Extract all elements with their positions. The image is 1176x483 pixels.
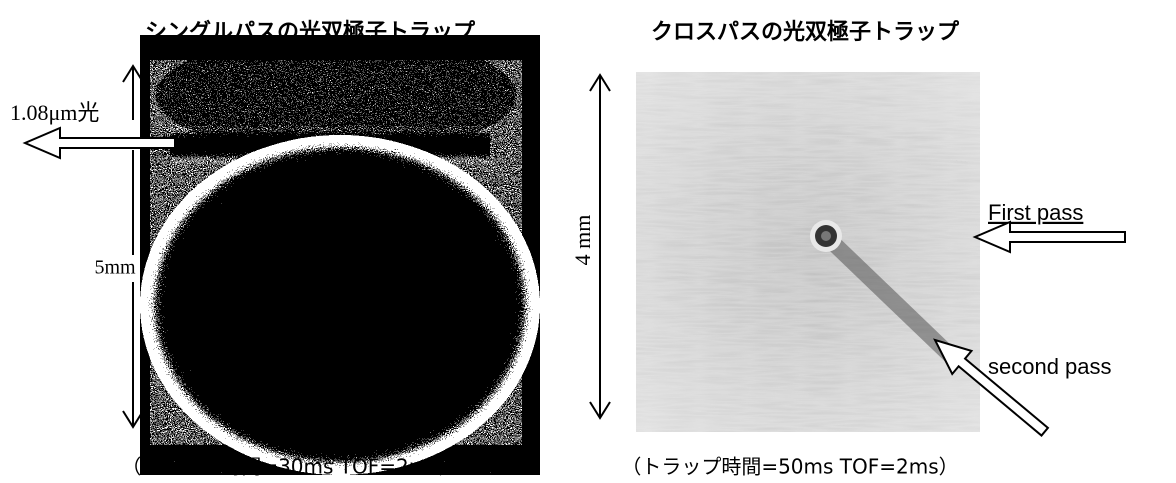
first-beam-label: First pass <box>988 200 1083 225</box>
right-title: クロスパスの光双極子トラップ <box>651 19 960 45</box>
left-image <box>140 35 540 475</box>
left-scale-label: 5mm <box>94 257 136 279</box>
second-beam-label: second pass <box>988 354 1112 379</box>
left-caption: （トラップ時間=30ms TOF=2ms） <box>121 455 458 479</box>
right-caption: （トラップ時間=50ms TOF=2ms） <box>621 455 958 479</box>
right-scale-label: 4 mm <box>570 215 595 266</box>
first-beam-arrow <box>975 222 1125 252</box>
figure: シングルパスの光双極子トラップ 5mm 1.08μm光 （トラップ時間=30ms… <box>0 0 1176 483</box>
beam-label: 1.08μm光 <box>10 100 99 125</box>
right-image <box>636 72 980 432</box>
